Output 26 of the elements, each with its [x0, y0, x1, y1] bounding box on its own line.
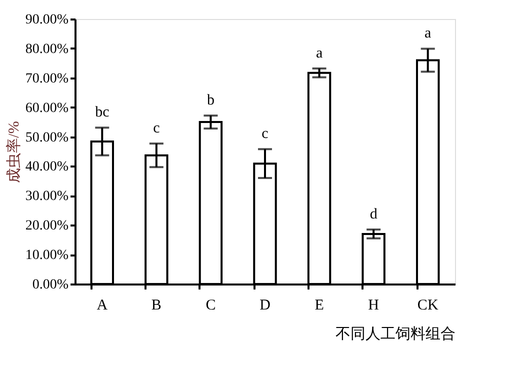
y-tick-label: 0.00% — [32, 278, 69, 292]
annotation: a — [316, 45, 323, 62]
x-tick-label: H — [368, 298, 380, 314]
y-tick-label: 30.00% — [25, 189, 69, 204]
x-axis-title: 不同人工饲料组合 — [336, 326, 456, 342]
x-tick-label: D — [260, 298, 271, 314]
annotation: d — [370, 206, 378, 223]
x-tick-label: B — [151, 298, 162, 314]
y-tick-label: 90.00% — [25, 12, 69, 28]
annotation: a — [424, 26, 432, 42]
annotation: c — [153, 120, 160, 137]
y-tick-label: 10.00% — [25, 248, 69, 264]
x-tick-label: A — [96, 298, 108, 314]
annotation: bc — [95, 104, 110, 121]
annotation: c — [262, 126, 269, 142]
y-tick-label: 50.00% — [25, 130, 69, 146]
y-tick-label: 70.00% — [25, 71, 69, 86]
annotation: b — [206, 92, 214, 109]
y-tick-label: 80.00% — [25, 42, 69, 57]
x-tick-label: C — [206, 298, 216, 314]
x-tick-label: E — [314, 298, 324, 314]
x-tick-label: CK — [417, 298, 438, 314]
y-tick-label: 20.00% — [25, 218, 69, 234]
y-tick-label: 60.00% — [25, 100, 69, 116]
y-axis-title: 成虫率/% — [5, 121, 22, 183]
y-tick-label: 40.00% — [25, 160, 69, 175]
